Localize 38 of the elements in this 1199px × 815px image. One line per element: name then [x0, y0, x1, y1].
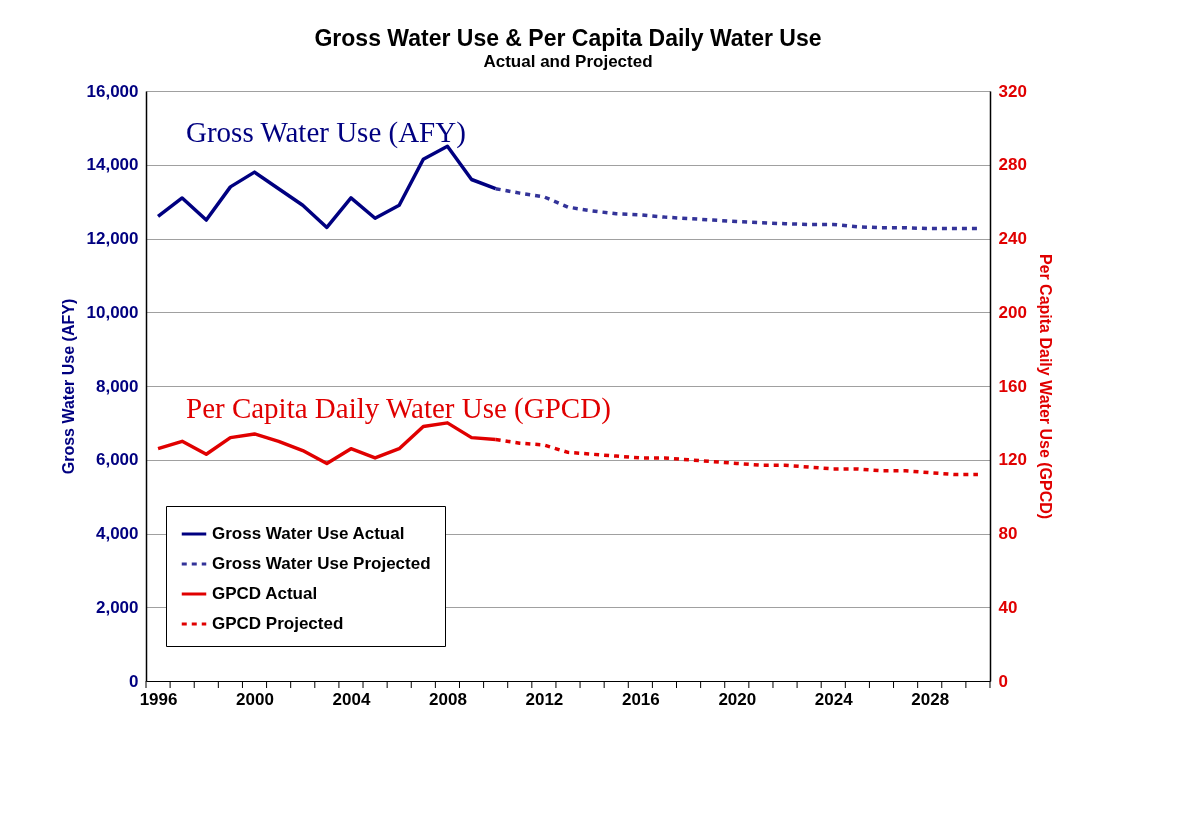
x-tick-label: 2000	[236, 689, 274, 709]
y-tick-label: 16,000	[86, 81, 139, 101]
y-tick-label: 4,000	[95, 524, 139, 543]
y2-tick-label: 160	[998, 376, 1027, 396]
y-tick-label: 0	[129, 671, 139, 691]
y2-tick-label: 320	[998, 81, 1027, 101]
y2-tick-label: 40	[998, 597, 1018, 617]
legend-label: Gross Water Use Projected	[212, 554, 431, 573]
y2-tick-label: 200	[998, 302, 1027, 322]
x-tick-label: 2012	[525, 689, 564, 709]
y2-tick-label: 120	[998, 450, 1027, 470]
chart-title: Gross Water Use & Per Capita Daily Water Use	[314, 25, 822, 51]
x-tick-label: 2024	[814, 689, 854, 709]
x-tick-label: 1996	[139, 689, 178, 709]
y-tick-label: 12,000	[86, 229, 139, 248]
annotation: Per Capita Daily Water Use (GPCD)	[186, 392, 611, 425]
x-tick-label: 2016	[621, 689, 660, 709]
y-tick-label: 10,000	[86, 302, 139, 322]
x-tick-label: 2008	[429, 689, 467, 709]
y2-tick-label: 280	[998, 155, 1027, 175]
legend-label: GPCD Projected	[212, 614, 344, 633]
legend-label: Gross Water Use Actual	[212, 524, 405, 543]
y2-axis-title: Per Capita Daily Water Use (GPCD)	[1036, 253, 1054, 520]
legend-label: GPCD Actual	[212, 584, 318, 603]
x-tick-label: 2004	[332, 689, 371, 709]
y2-tick-label: 240	[998, 229, 1027, 248]
x-tick-label: 2028	[911, 689, 950, 709]
annotation: Gross Water Use (AFY)	[186, 116, 466, 149]
y-axis-title: Gross Water Use (AFY)	[59, 298, 77, 475]
y2-tick-label: 0	[998, 671, 1008, 691]
y-tick-label: 14,000	[86, 155, 139, 175]
x-tick-label: 2020	[718, 689, 757, 709]
chart-subtitle: Actual and Projected	[483, 52, 653, 71]
y-tick-label: 6,000	[95, 450, 139, 470]
y-tick-label: 2,000	[95, 597, 139, 617]
y-tick-label: 8,000	[95, 376, 139, 396]
y2-tick-label: 80	[998, 524, 1018, 543]
line-series	[493, 186, 980, 231]
